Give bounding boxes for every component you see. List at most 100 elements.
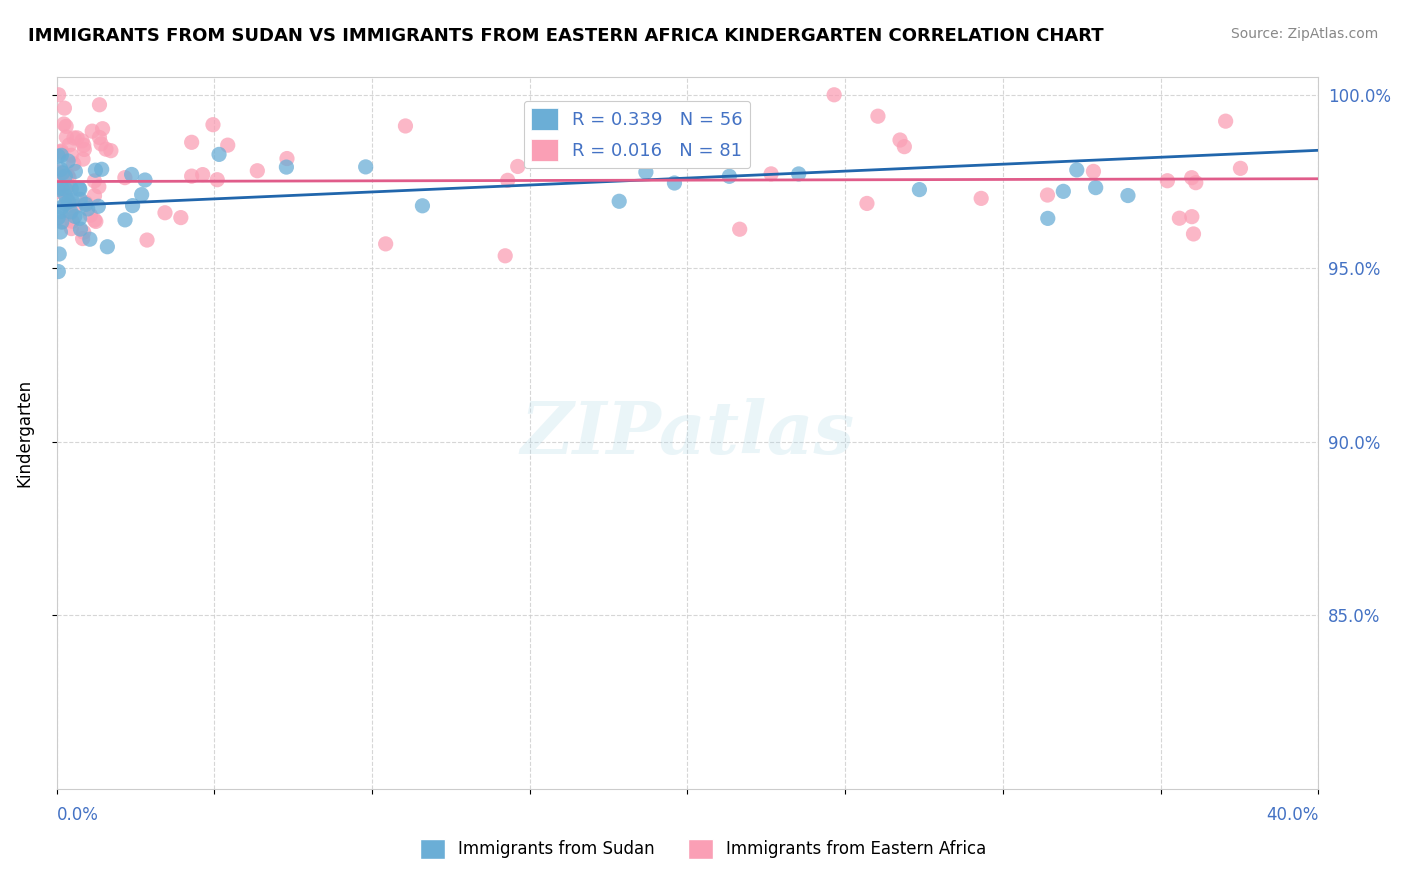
- Point: [58, 137, 80, 152]
- Point: [90, 136, 112, 151]
- Point: [56, 180, 79, 194]
- Point: [1181, 170, 1204, 185]
- Point: [66, 131, 89, 145]
- Point: [72, 152, 94, 166]
- Point: [48, 247, 70, 261]
- Point: [970, 191, 993, 205]
- Point: [1184, 176, 1206, 190]
- Point: [823, 87, 845, 102]
- Point: [276, 160, 298, 174]
- Point: [84, 163, 107, 178]
- Point: [91, 121, 114, 136]
- Point: [75, 195, 97, 210]
- Point: [1083, 164, 1105, 178]
- Legend: Immigrants from Sudan, Immigrants from Eastern Africa: Immigrants from Sudan, Immigrants from E…: [413, 832, 993, 866]
- Point: [89, 130, 111, 145]
- Point: [73, 225, 96, 239]
- Point: [1229, 161, 1251, 176]
- Point: [53, 101, 76, 115]
- Point: [53, 169, 76, 183]
- Point: [1036, 188, 1059, 202]
- Point: [46, 211, 69, 225]
- Point: [246, 163, 269, 178]
- Point: [58, 194, 80, 209]
- Point: [59, 207, 82, 221]
- Point: [52, 117, 75, 131]
- Point: [1181, 210, 1204, 224]
- Point: [76, 202, 98, 216]
- Point: [1182, 227, 1205, 241]
- Point: [60, 194, 83, 208]
- Point: [56, 153, 79, 168]
- Point: [201, 118, 224, 132]
- Point: [56, 194, 79, 208]
- Point: [153, 206, 176, 220]
- Point: [46, 149, 69, 163]
- Point: [49, 204, 72, 219]
- Point: [1084, 180, 1107, 194]
- Point: [72, 231, 94, 245]
- Point: [170, 211, 193, 225]
- Point: [191, 168, 214, 182]
- Point: [55, 189, 77, 203]
- Point: [1052, 185, 1074, 199]
- Point: [131, 187, 153, 202]
- Point: [56, 169, 79, 183]
- Point: [208, 147, 231, 161]
- Point: [506, 160, 529, 174]
- Point: [134, 173, 156, 187]
- Point: [60, 221, 83, 235]
- Point: [53, 197, 76, 211]
- Point: [62, 157, 84, 171]
- Point: [46, 185, 69, 199]
- Point: [1168, 211, 1191, 226]
- Point: [121, 199, 143, 213]
- Point: [87, 179, 110, 194]
- Point: [374, 236, 396, 251]
- Point: [494, 249, 516, 263]
- Point: [65, 164, 87, 178]
- Point: [787, 167, 810, 181]
- Text: 40.0%: 40.0%: [1265, 806, 1319, 824]
- Point: [180, 169, 202, 183]
- Point: [55, 120, 77, 134]
- Point: [51, 215, 73, 229]
- Point: [51, 182, 73, 196]
- Point: [1215, 114, 1237, 128]
- Text: IMMIGRANTS FROM SUDAN VS IMMIGRANTS FROM EASTERN AFRICA KINDERGARTEN CORRELATION: IMMIGRANTS FROM SUDAN VS IMMIGRANTS FROM…: [28, 27, 1104, 45]
- Point: [60, 148, 83, 162]
- Point: [114, 212, 136, 227]
- Point: [634, 165, 657, 179]
- Point: [84, 214, 107, 228]
- Point: [73, 138, 96, 153]
- Text: 0.0%: 0.0%: [56, 806, 98, 824]
- Text: ZIPatlas: ZIPatlas: [520, 398, 855, 468]
- Point: [1116, 188, 1139, 202]
- Point: [1036, 211, 1059, 226]
- Point: [59, 205, 82, 219]
- Point: [63, 200, 86, 214]
- Point: [58, 170, 80, 185]
- Point: [83, 174, 105, 188]
- Point: [121, 168, 143, 182]
- Point: [354, 160, 377, 174]
- Point: [52, 166, 75, 180]
- Text: Source: ZipAtlas.com: Source: ZipAtlas.com: [1230, 27, 1378, 41]
- Point: [607, 194, 630, 209]
- Point: [496, 173, 519, 187]
- Point: [49, 145, 72, 159]
- Point: [69, 193, 91, 207]
- Point: [51, 200, 73, 214]
- Point: [46, 182, 69, 196]
- Point: [51, 148, 73, 162]
- Point: [69, 182, 91, 196]
- Point: [48, 87, 70, 102]
- Point: [394, 119, 416, 133]
- Point: [1066, 162, 1088, 177]
- Point: [79, 208, 101, 222]
- Point: [49, 225, 72, 239]
- Point: [83, 213, 105, 227]
- Point: [56, 176, 79, 190]
- Point: [63, 131, 86, 145]
- Point: [217, 138, 239, 153]
